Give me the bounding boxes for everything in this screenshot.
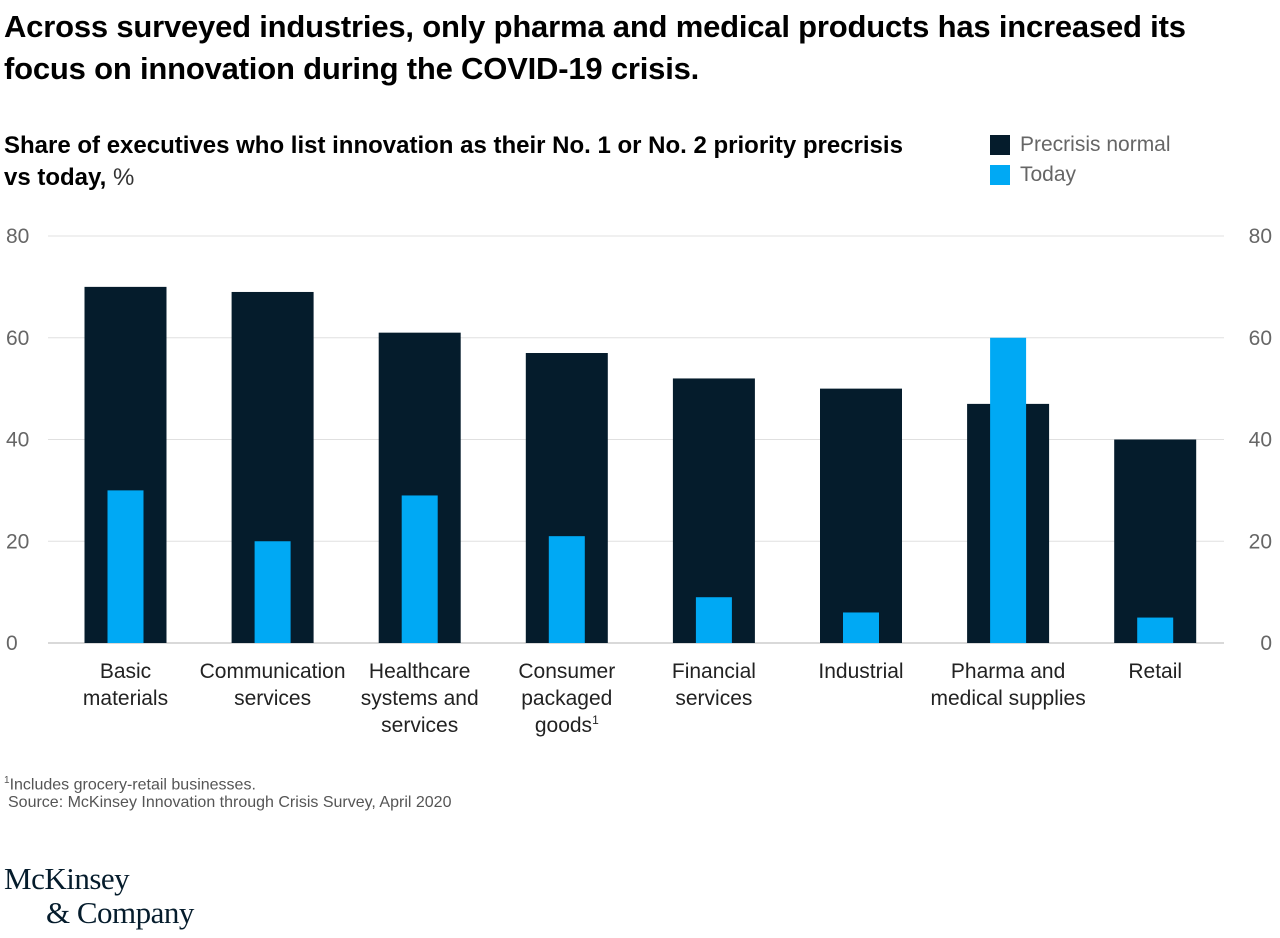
- legend-label-precrisis: Precrisis normal: [1020, 133, 1171, 156]
- logo-line-2: & Company: [46, 895, 194, 930]
- y-tick-left-60: 60: [6, 327, 29, 350]
- logo-line-1: McKinsey: [4, 861, 130, 896]
- legend-swatch-precrisis: [990, 135, 1010, 155]
- footnote-marker: 1: [4, 775, 10, 786]
- footnote: 1Includes grocery-retail businesses.: [4, 770, 256, 795]
- x-label-0: Basic materials: [83, 660, 168, 710]
- bar-today-5: [843, 612, 879, 643]
- bar-today-6: [990, 337, 1027, 643]
- y-tick-right-60: 60: [1249, 327, 1272, 350]
- y-tick-left-20: 20: [6, 530, 29, 553]
- mckinsey-logo: McKinsey & Company: [4, 862, 194, 930]
- bar-today-2: [401, 495, 438, 643]
- subtitle-unit: %: [112, 164, 135, 191]
- x-label-5: Industrial: [818, 660, 903, 683]
- bar-precrisis-7: [1114, 439, 1197, 643]
- legend-item-today: Today: [990, 160, 1171, 190]
- source-note: Source: McKinsey Innovation through Cris…: [8, 794, 452, 811]
- headline: Across surveyed industries, only pharma …: [4, 9, 1186, 86]
- y-tick-right-0: 0: [1260, 632, 1272, 655]
- x-label-6: Pharma and medical supplies: [930, 660, 1085, 710]
- legend-label-today: Today: [1020, 163, 1077, 186]
- y-tick-left-80: 80: [6, 225, 29, 248]
- bar-today-3: [548, 536, 585, 643]
- chart-subtitle: Share of executives who list innovation …: [4, 130, 904, 194]
- legend-swatch-today: [990, 165, 1010, 185]
- legend: Precrisis normal Today: [990, 130, 1171, 190]
- subtitle-text: Share of executives who list innovation …: [4, 132, 903, 191]
- y-tick-left-0: 0: [6, 632, 18, 655]
- bar-today-0: [107, 490, 144, 643]
- bar-precrisis-5: [820, 388, 902, 643]
- x-label-7: Retail: [1128, 660, 1182, 683]
- legend-item-precrisis: Precrisis normal: [990, 130, 1171, 160]
- y-tick-right-80: 80: [1249, 225, 1272, 248]
- bar-chart: 0 0 20 20 40 40 60 60 80 80 Basic materials Communic…: [6, 225, 1272, 737]
- footnote-text: Includes grocery-retail businesses.: [9, 776, 256, 794]
- bar-today-4: [695, 597, 732, 643]
- y-tick-right-40: 40: [1249, 429, 1272, 452]
- x-label-2: Healthcare systems and services: [361, 660, 479, 737]
- y-tick-left-40: 40: [6, 429, 29, 452]
- x-label-4: Financial services: [672, 660, 756, 710]
- x-label-1: Communication services: [200, 660, 346, 710]
- x-label-3: Consumer packaged goods1: [518, 660, 615, 737]
- bar-today-7: [1137, 617, 1174, 643]
- y-tick-right-20: 20: [1249, 530, 1272, 553]
- bar-today-1: [254, 541, 291, 643]
